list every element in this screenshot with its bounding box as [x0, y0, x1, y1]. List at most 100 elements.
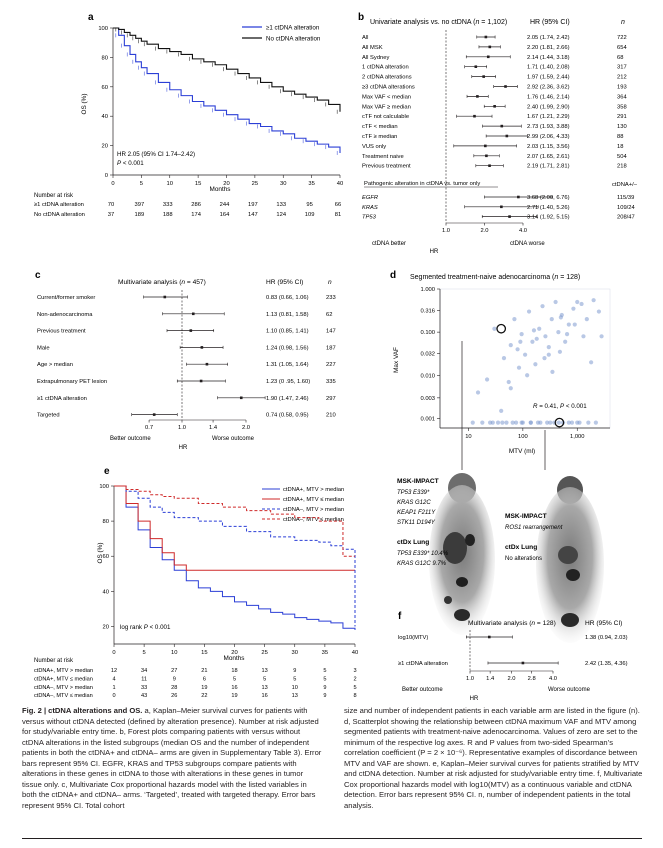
- panel-b-hr-point: [508, 215, 511, 218]
- panel-a-ytick-label: 0: [105, 173, 108, 179]
- panel-d-point: [556, 420, 562, 425]
- caption-right-column: size and number of independent patients …: [344, 706, 644, 811]
- panel-a-risk-value: 37: [108, 212, 114, 218]
- panel-e-xtick-label: 15: [201, 650, 207, 656]
- panel-c-worse: Worse outcome: [212, 436, 255, 442]
- panel-d-point: [579, 301, 584, 307]
- panel-e-ytick-label: 40: [103, 589, 109, 595]
- panel-d-point: [537, 326, 542, 331]
- panel-a-risk-value: 397: [135, 202, 145, 208]
- panel-a-xtick-label: 25: [252, 181, 258, 187]
- pet-left-alt-1: TP53 E339*: [397, 490, 430, 496]
- panel-b-row-n: 722: [617, 35, 627, 41]
- pet-right-title: MSK-IMPACT: [505, 513, 547, 520]
- panel-b-row-hr: 2.99 (2.06, 4.33): [527, 134, 570, 140]
- panel-b-row-hr: 1.71 (1.40, 2.08): [527, 65, 570, 71]
- panel-e-risk-label: ctDNA+, MTV ≤ median: [34, 676, 93, 682]
- panel-d-point: [575, 420, 580, 425]
- panel-d-point: [556, 330, 561, 335]
- panel-d-point: [499, 408, 504, 413]
- panel-b-row-label: ≥3 ctDNA alterations: [362, 85, 415, 91]
- panel-b-row-label: cTF ≥ median: [362, 134, 397, 140]
- panel-c-hr-point: [200, 346, 204, 349]
- panel-a-axes: 100 80 60 40 20 00 5 10 15 20 25 30 35 40: [98, 26, 343, 187]
- panel-b-row-label: EGFR: [362, 195, 379, 201]
- panel-e-curve-2: [114, 485, 355, 571]
- panel-b-hr-point: [488, 164, 491, 167]
- panel-b-row-label: Treatment naive: [362, 154, 404, 160]
- panel-d-point: [546, 352, 551, 357]
- panel-b-axis: 1.0 2.0 4.0: [442, 30, 527, 234]
- panel-d-point: [504, 420, 509, 425]
- panel-e-ylabel: OS (%): [97, 543, 104, 564]
- panel-c-letter: c: [35, 270, 41, 281]
- panel-c-xtick-label: 1.4: [209, 425, 218, 431]
- panel-a-ytick-label: 80: [102, 55, 108, 61]
- panel-f: f Multivariate analysis (n = 128) HR (95…: [398, 611, 628, 702]
- panel-a-risk-table: ≥1 ctDNA alteration 70 397 333 286 244 197 133 9…: [34, 202, 341, 218]
- panel-b-row-label: VUS only: [362, 144, 386, 150]
- panel-b-row-hr: 2.73 (1.93, 3.88): [527, 124, 570, 130]
- page-bottom-rule: [22, 838, 642, 839]
- panel-e-risk-label: ctDNA–, MTV > median: [34, 685, 93, 691]
- panel-d-point: [591, 298, 596, 303]
- panel-b-hr-point: [486, 55, 490, 59]
- panel-d-ytick-label: 0.100: [420, 330, 435, 336]
- panel-e-legend-label: ctDNA–, MTV > median: [283, 507, 344, 513]
- panel-e-risk-value: 28: [171, 685, 177, 691]
- panel-e-xtick-label: 35: [322, 650, 328, 656]
- panel-d-point: [563, 339, 568, 344]
- panel-c-rows: Current/former smoker 0.83 (0.66, 1.06) 23…: [37, 295, 336, 419]
- panel-e-xtick-label: 5: [143, 650, 146, 656]
- panel-c-xtick-label: 0.7: [145, 425, 153, 431]
- pet-image-right: [536, 476, 604, 643]
- panel-d-point: [533, 362, 538, 367]
- panel-d-point: [553, 299, 558, 305]
- panel-e-risk-value: 2: [353, 676, 356, 682]
- caption-left-text: a, Kaplan–Meier survival curves for pati…: [22, 706, 322, 810]
- panel-e-curve-1: [114, 485, 356, 630]
- panel-e-risk-value: 6: [203, 676, 206, 682]
- panel-c-xlabel: HR: [179, 445, 188, 451]
- panel-e-risk-value: 10: [292, 685, 298, 691]
- panel-d-point: [566, 420, 571, 425]
- panel-e-risk-value: 4: [112, 676, 115, 682]
- panel-b-row-label: All: [362, 35, 368, 41]
- panel-b-hr-point: [473, 114, 476, 118]
- panel-d-point: [490, 420, 495, 425]
- panel-e-risk-value: 19: [201, 685, 207, 691]
- panel-b-row-hr: 3.14 (1.92, 5.15): [527, 215, 570, 221]
- panel-e-risk-value: 9: [293, 668, 296, 674]
- panel-a-curve-alt: [113, 27, 341, 153]
- panel-a-risk-value: 333: [163, 202, 173, 208]
- panel-a-xtick-label: 30: [280, 181, 286, 187]
- panel-d-ylabel: Max VAF: [393, 347, 400, 373]
- panel-b-row-hr: 2.05 (1.74, 2.42): [527, 35, 570, 41]
- panel-e-axes: 100 80 60 40 20 0 5 10 15 20 25 30 35 40: [99, 484, 358, 656]
- panel-e-xtick-label: 40: [352, 650, 358, 656]
- panel-c-row-label: Current/former smoker: [37, 295, 95, 301]
- panel-a-risk-value: 189: [135, 212, 145, 218]
- panel-b-row-n: 130: [617, 124, 627, 130]
- panel-f-title: Multivariate analysis (n = 128): [468, 620, 556, 627]
- panel-b-worse: ctDNA worse: [510, 241, 545, 247]
- panel-b-row-n: 358: [617, 104, 627, 110]
- panel-b-row-hr: 2.03 (1.15, 3.56): [527, 144, 570, 150]
- panel-a-ytick-label: 20: [102, 144, 108, 150]
- panel-d-point: [548, 420, 553, 425]
- panel-d-point: [545, 420, 550, 425]
- panel-b-row-hr: 2.20 (1.81, 2.66): [527, 45, 570, 51]
- panel-e-risk-value: 13: [292, 693, 298, 699]
- panel-c-row-hr: 1.31 (1.05, 1.64): [266, 362, 309, 368]
- panel-e-risk-value: 16: [262, 693, 268, 699]
- panel-a-legend-none: No ctDNA alteration: [266, 36, 321, 43]
- panel-a-risk-value: 188: [163, 212, 173, 218]
- panel-d-point: [540, 304, 545, 309]
- panel-d-point: [495, 420, 501, 425]
- panel-b-row-n: 218: [617, 164, 627, 170]
- pet-image-left: [429, 473, 495, 635]
- panel-d-ytick-label: 0.010: [420, 373, 435, 379]
- panel-b-row-label: Max VAF ≥ median: [362, 104, 411, 110]
- panel-a-risk-value: 70: [108, 202, 114, 208]
- panel-f-xlabel: HR: [470, 696, 479, 702]
